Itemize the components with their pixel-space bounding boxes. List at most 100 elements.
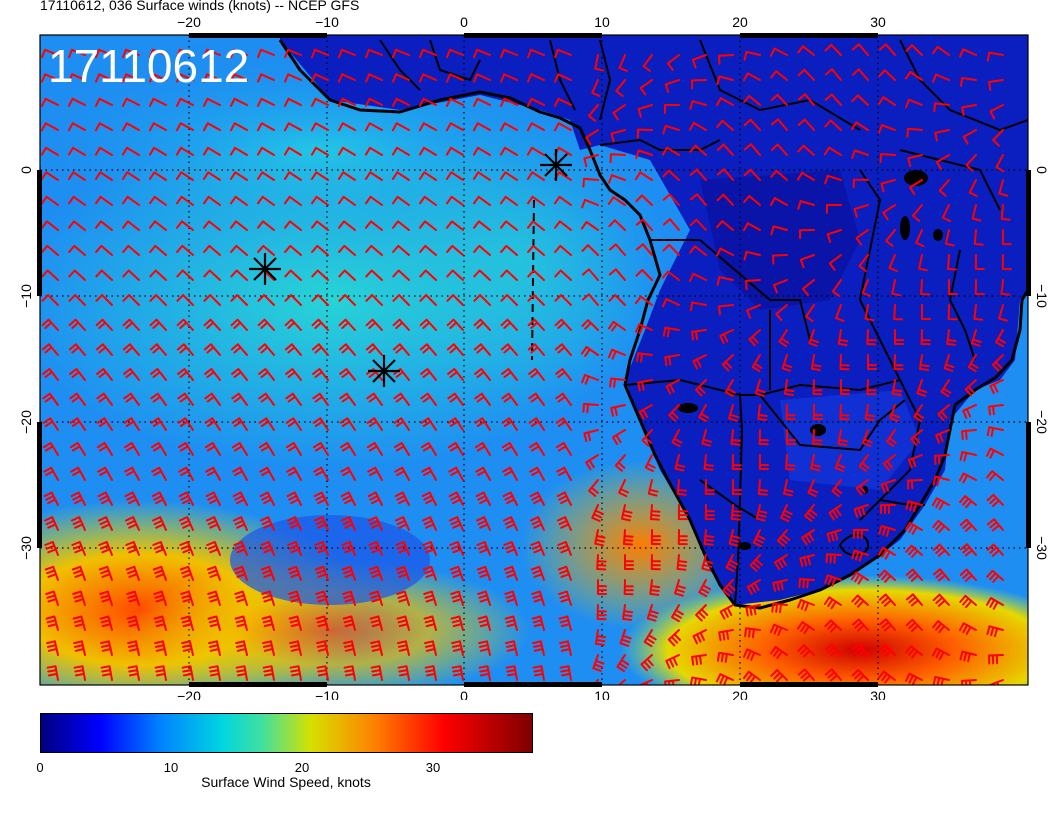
wind-barb [915,229,925,248]
wind-barb [807,479,819,497]
wind-barb [122,269,140,281]
wind-barb [635,194,653,206]
wind-barb [528,392,545,406]
wind-barb [368,541,383,556]
wind-barb [338,294,356,306]
lat-tick-right: −30 [1034,536,1050,560]
wind-barb [596,554,607,571]
wind-barb [284,269,302,281]
wind-barb [284,294,302,306]
wind-barb [878,69,896,81]
wind-barb [95,244,113,256]
wind-barb [284,195,302,206]
wind-barb [499,171,518,181]
wind-barb [730,429,741,446]
wind-barb [391,97,410,107]
wind-barb [367,491,383,506]
wind-barb [591,79,601,97]
wind-barb [232,516,248,531]
wind-barb [365,195,383,206]
wind-barb [609,153,626,164]
wind-barb [664,679,680,685]
wind-barb [691,654,707,666]
wind-barb [746,304,761,319]
wind-barb [529,466,545,481]
wind-barb [41,73,59,83]
wind-barb [986,543,1004,557]
wind-barb [758,429,769,446]
wind-barb [905,544,923,558]
wind-barb [472,146,491,156]
wind-barb [554,294,572,306]
wind-barb [420,442,437,456]
graticule [40,35,1028,685]
wind-barb [446,343,464,356]
wind-barb [338,343,356,356]
wind-barb [959,594,977,609]
wind-barb [208,640,221,656]
wind-barb [310,97,329,107]
colorbar-tick: 30 [425,760,441,775]
wind-barb [526,146,545,156]
wind-barb [554,220,572,231]
wind-barb [986,51,1004,62]
wind-barb [338,195,356,206]
wind-barb [126,615,140,631]
wind-barb [316,665,329,681]
wind-barb [934,454,950,465]
wind-barb [289,665,302,681]
wind-barb [365,343,383,356]
wind-barb [500,195,518,206]
wind-barb [618,479,629,498]
wind-barb [311,73,329,83]
wind-barb [621,504,633,522]
wind-barb [179,541,194,556]
wind-barb [666,54,680,71]
wind-barb [716,220,734,231]
wind-barb [71,565,86,581]
wind-barb [743,670,761,684]
wind-barb [643,629,657,648]
wind-barb [343,665,356,681]
wind-barb [150,442,167,456]
wind-barb [861,429,873,447]
wind-barb [41,195,59,206]
wind-barb [662,124,680,135]
wind-barb [635,269,653,281]
wind-barb [151,466,167,481]
wind-barb [40,97,59,107]
wind-barb [420,417,437,431]
wind-barb [500,244,518,256]
wind-barb [312,392,329,406]
wind-barb [962,129,977,145]
wind-barb [864,304,875,322]
wind-barb [662,169,680,181]
wind-barb [743,50,761,61]
wind-barb [451,640,464,656]
wind-barb [650,529,661,545]
wind-barb [771,602,788,614]
wind-barb [748,329,761,347]
wind-barb [286,491,302,506]
wind-barb [445,171,464,181]
wind-barb [176,195,194,206]
wind-barb [612,104,626,121]
wind-barb [986,518,1004,532]
wind-barb [932,45,950,56]
wind-barb [203,48,221,59]
wind-barb [689,218,707,231]
asterisk-marker [368,355,400,387]
wind-barb [122,220,140,231]
wind-barb [504,590,518,606]
frame-tick-bar [740,33,878,38]
wind-barb [689,168,707,181]
wind-barb [755,504,768,522]
wind-barb [448,491,464,506]
lon-tick-top: 30 [870,14,886,30]
wind-barb [45,590,59,606]
wind-barb [208,665,221,681]
wind-barb [476,541,491,556]
wind-barb [284,343,302,356]
wind-barb [69,417,86,431]
wind-barb [370,665,383,681]
